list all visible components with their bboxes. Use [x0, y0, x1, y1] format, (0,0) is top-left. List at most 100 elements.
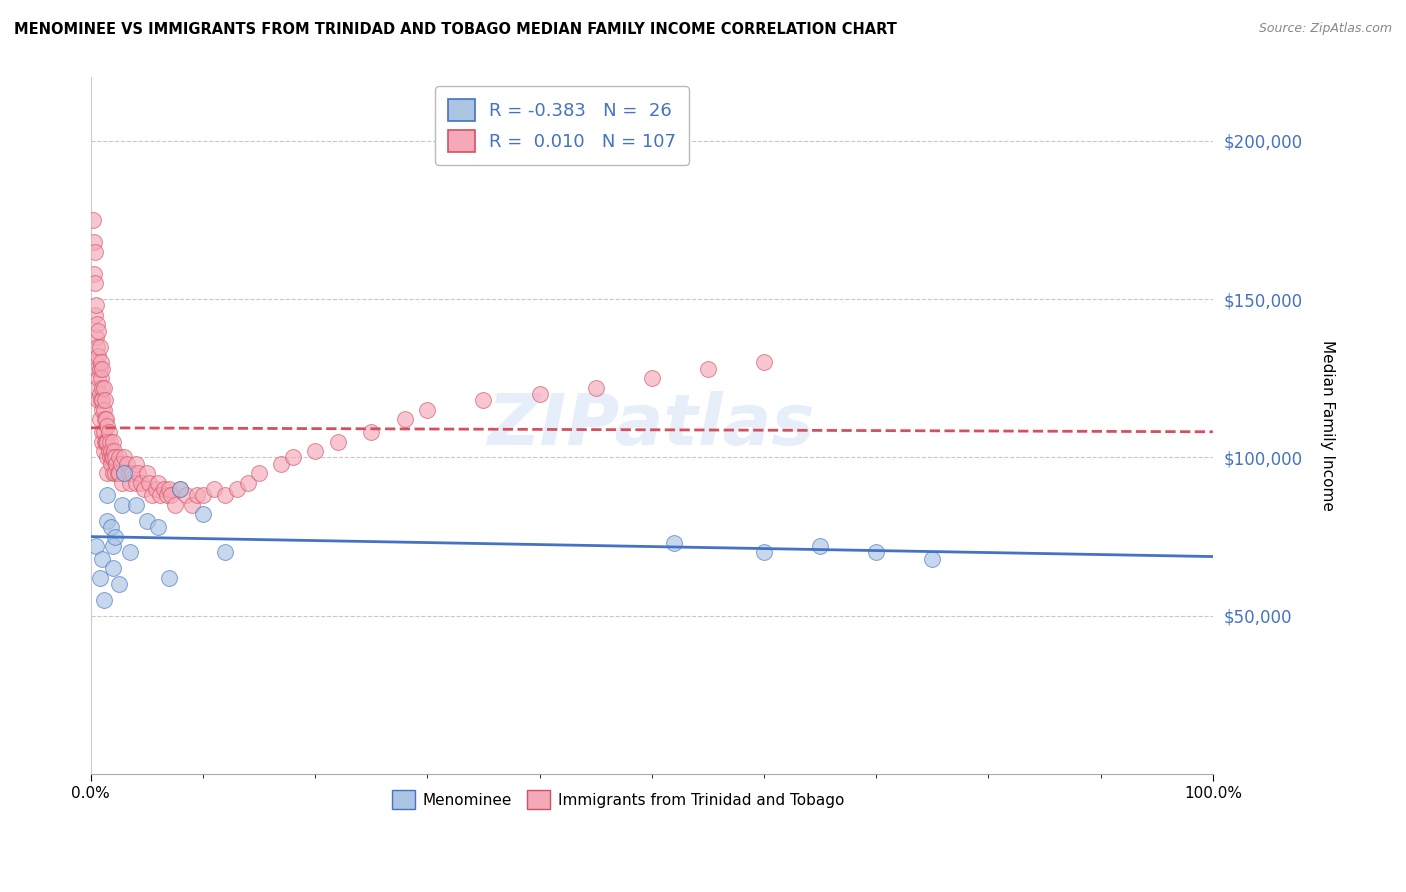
- Point: [118, 467, 141, 481]
- Point: [247, 467, 270, 481]
- Point: [180, 498, 202, 512]
- Point: [107, 577, 129, 591]
- Point: [90, 371, 112, 385]
- Point: [121, 467, 143, 481]
- Point: [97, 444, 120, 458]
- Point: [169, 482, 191, 496]
- Point: [104, 467, 127, 481]
- Point: [84, 298, 107, 312]
- Point: [100, 444, 122, 458]
- Point: [90, 393, 112, 408]
- Point: [90, 403, 112, 417]
- Point: [112, 467, 135, 481]
- Point: [326, 434, 349, 449]
- Text: MENOMINEE VS IMMIGRANTS FROM TRINIDAD AND TOBAGO MEDIAN FAMILY INCOME CORRELATIO: MENOMINEE VS IMMIGRANTS FROM TRINIDAD AN…: [14, 22, 897, 37]
- Point: [146, 475, 169, 490]
- Point: [93, 444, 115, 458]
- Point: [225, 482, 247, 496]
- Point: [472, 393, 495, 408]
- Point: [118, 545, 141, 559]
- Point: [98, 450, 121, 465]
- Point: [156, 488, 179, 502]
- Point: [89, 361, 111, 376]
- Point: [90, 381, 112, 395]
- Point: [100, 457, 122, 471]
- Point: [101, 450, 124, 465]
- Point: [169, 482, 191, 496]
- Point: [86, 381, 108, 395]
- Point: [96, 434, 118, 449]
- Point: [416, 403, 439, 417]
- Point: [87, 349, 110, 363]
- Point: [90, 361, 112, 376]
- Point: [124, 498, 146, 512]
- Point: [86, 340, 108, 354]
- Point: [89, 571, 111, 585]
- Point: [96, 434, 118, 449]
- Point: [84, 277, 107, 291]
- Point: [214, 545, 236, 559]
- Point: [124, 475, 146, 490]
- Point: [236, 475, 259, 490]
- Point: [808, 539, 831, 553]
- Point: [87, 324, 110, 338]
- Point: [84, 355, 107, 369]
- Point: [101, 561, 124, 575]
- Point: [152, 482, 174, 496]
- Point: [107, 450, 129, 465]
- Point: [96, 412, 118, 426]
- Point: [752, 355, 775, 369]
- Point: [129, 475, 152, 490]
- Point: [101, 450, 124, 465]
- Point: [84, 539, 107, 553]
- Point: [134, 482, 156, 496]
- Point: [104, 530, 127, 544]
- Point: [107, 467, 129, 481]
- Point: [135, 514, 157, 528]
- Point: [84, 330, 107, 344]
- Legend: Menominee, Immigrants from Trinidad and Tobago: Menominee, Immigrants from Trinidad and …: [385, 784, 851, 815]
- Point: [529, 387, 551, 401]
- Point: [96, 514, 118, 528]
- Point: [186, 488, 208, 502]
- Text: Source: ZipAtlas.com: Source: ZipAtlas.com: [1258, 22, 1392, 36]
- Point: [89, 387, 111, 401]
- Point: [90, 393, 112, 408]
- Point: [110, 457, 132, 471]
- Point: [149, 488, 172, 502]
- Point: [115, 457, 138, 471]
- Point: [94, 434, 117, 449]
- Point: [585, 381, 607, 395]
- Point: [84, 244, 107, 259]
- Point: [112, 450, 135, 465]
- Point: [157, 571, 180, 585]
- Point: [94, 412, 117, 426]
- Point: [111, 475, 134, 490]
- Point: [93, 425, 115, 439]
- Point: [174, 488, 197, 502]
- Point: [96, 450, 118, 465]
- Point: [94, 393, 117, 408]
- Point: [96, 488, 118, 502]
- Point: [214, 488, 236, 502]
- Point: [101, 539, 124, 553]
- Point: [394, 412, 416, 426]
- Point: [87, 393, 110, 408]
- Point: [86, 318, 108, 332]
- Point: [146, 520, 169, 534]
- Point: [93, 593, 115, 607]
- Point: [127, 467, 149, 481]
- Point: [96, 418, 118, 433]
- Point: [90, 551, 112, 566]
- Point: [270, 457, 292, 471]
- Point: [101, 467, 124, 481]
- Point: [100, 520, 122, 534]
- Point: [90, 425, 112, 439]
- Point: [107, 467, 129, 481]
- Point: [90, 434, 112, 449]
- Point: [83, 267, 105, 281]
- Point: [89, 340, 111, 354]
- Y-axis label: Median Family Income: Median Family Income: [1320, 341, 1334, 511]
- Point: [191, 488, 214, 502]
- Point: [281, 450, 304, 465]
